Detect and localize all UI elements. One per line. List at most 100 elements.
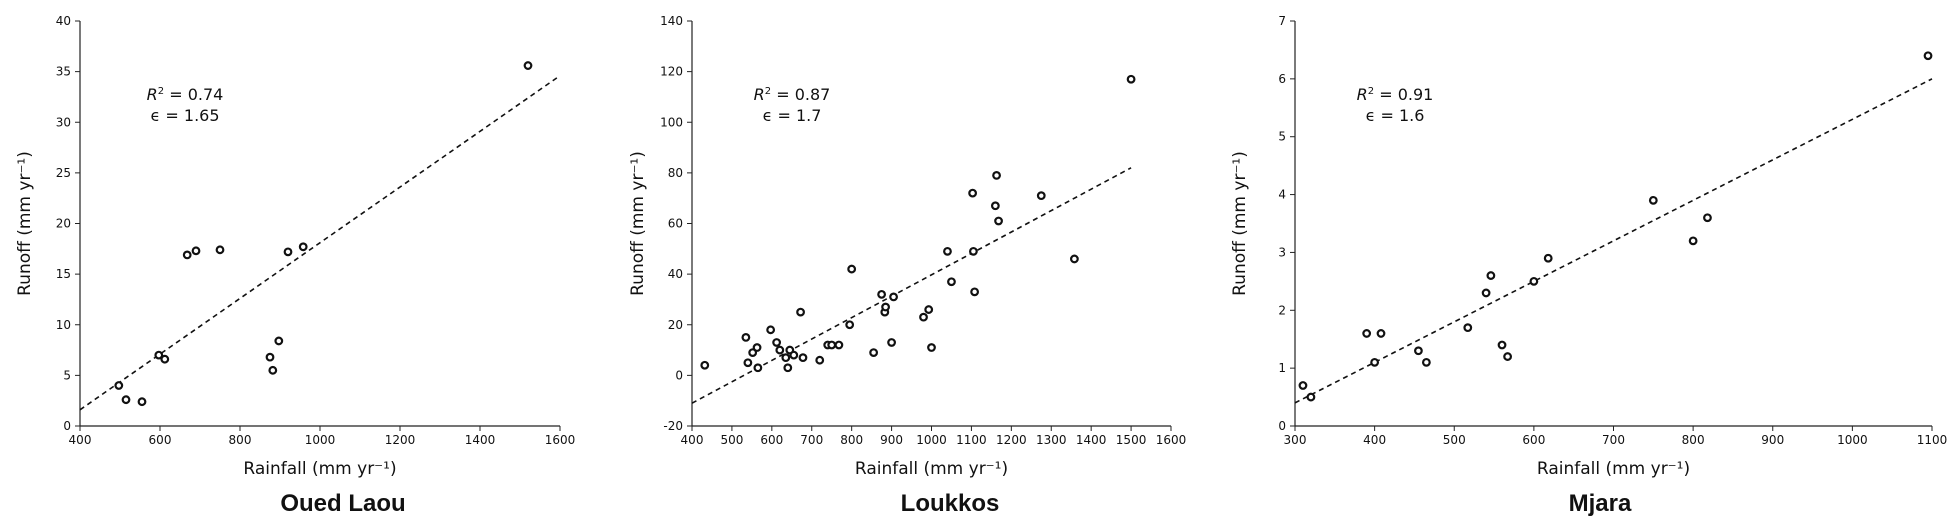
x-tick-label: 600 xyxy=(1522,433,1545,447)
x-tick-label: 1000 xyxy=(1837,433,1868,447)
y-tick-label: 4 xyxy=(1278,188,1286,202)
y-tick-label: 40 xyxy=(56,14,71,28)
epsilon-label: ϵ = 1.65 xyxy=(150,106,219,125)
y-tick-label: 20 xyxy=(56,217,71,231)
data-point xyxy=(265,352,275,362)
y-tick-label: 15 xyxy=(56,267,71,281)
x-tick-label: 1300 xyxy=(1036,433,1067,447)
y-tick-label: 80 xyxy=(668,166,683,180)
r-squared-label: R2 = 0.87 xyxy=(754,85,831,104)
x-tick-label: 500 xyxy=(720,433,743,447)
x-tick-label: 700 xyxy=(1602,433,1625,447)
x-tick-label: 800 xyxy=(840,433,863,447)
data-point xyxy=(881,302,890,312)
y-tick-label: 5 xyxy=(1278,130,1286,144)
data-point xyxy=(1703,213,1712,223)
data-point xyxy=(1362,329,1372,338)
x-tick-label: 600 xyxy=(760,433,783,447)
data-point xyxy=(182,250,192,260)
y-tick-label: 0 xyxy=(1278,419,1286,433)
data-point xyxy=(1370,357,1380,367)
x-tick-label: 400 xyxy=(1363,433,1386,447)
panel-mjara: 300 400 500 600 700 800 900 1000 1100 0 1 2 3 4 5 6 7 R2 … xyxy=(1230,14,1947,517)
data-point xyxy=(752,343,762,352)
data-point xyxy=(274,336,284,346)
data-point xyxy=(1481,288,1491,298)
data-point xyxy=(781,353,791,363)
x-tick-label: 1200 xyxy=(385,433,416,447)
data-point xyxy=(827,340,837,350)
x-tick-label: 1100 xyxy=(956,433,987,447)
x-tick-label: 900 xyxy=(880,433,903,447)
data-point xyxy=(114,381,124,390)
x-axis-title: Rainfall (mm yr⁻¹) xyxy=(243,459,396,479)
y-tick-label: 3 xyxy=(1278,245,1286,259)
data-point xyxy=(970,287,980,297)
data-point xyxy=(994,216,1003,226)
data-point xyxy=(766,325,776,335)
x-tick-label: 600 xyxy=(149,433,172,447)
data-point xyxy=(753,363,763,373)
trend-line xyxy=(79,75,561,411)
data-point xyxy=(924,305,934,314)
data-point xyxy=(1688,236,1698,246)
x-tick-label: 300 xyxy=(1284,433,1307,447)
x-tick-label: 900 xyxy=(1761,433,1784,447)
data-point xyxy=(877,289,887,299)
x-tick-label: 1600 xyxy=(545,433,576,447)
data-point xyxy=(283,247,293,257)
data-point xyxy=(798,353,808,363)
data-point xyxy=(927,343,936,352)
data-point xyxy=(869,348,879,357)
data-point xyxy=(268,365,278,375)
y-tick-label: 120 xyxy=(660,65,683,79)
data-point xyxy=(943,246,952,256)
data-point xyxy=(121,395,131,405)
data-point xyxy=(741,333,751,342)
data-point xyxy=(783,363,793,373)
r-squared-value: = 0.91 xyxy=(1374,85,1433,104)
y-tick-label: 5 xyxy=(63,368,71,382)
data-point xyxy=(137,397,147,407)
x-tick-label: 1000 xyxy=(305,433,336,447)
data-point xyxy=(523,61,533,70)
data-point xyxy=(1126,74,1136,84)
data-point xyxy=(1543,253,1553,263)
y-tick-label: 10 xyxy=(56,318,71,332)
x-tick-label: 1400 xyxy=(1076,433,1107,447)
panel-oued-laou: 400 600 800 1000 1200 1400 1600 0 5 10 15 20 25 30 35 4… xyxy=(15,14,575,517)
y-tick-label: 0 xyxy=(675,368,683,382)
x-tick-label: 500 xyxy=(1443,433,1466,447)
data-point xyxy=(191,246,201,256)
y-tick-label: 25 xyxy=(56,166,71,180)
data-point xyxy=(772,338,782,347)
x-tick-label: 400 xyxy=(681,433,704,447)
trend-line xyxy=(1294,78,1933,404)
x-tick-label: 1100 xyxy=(1917,433,1948,447)
data-point xyxy=(1306,392,1316,402)
data-point xyxy=(700,360,710,370)
x-tick-label: 1500 xyxy=(1116,433,1147,447)
y-tick-label: 6 xyxy=(1278,72,1286,86)
y-tick-label: 0 xyxy=(63,419,71,433)
x-tick-label: 400 xyxy=(69,433,92,447)
panel-title: Mjara xyxy=(1569,490,1632,517)
x-axis-title: Rainfall (mm yr⁻¹) xyxy=(855,459,1008,479)
data-point xyxy=(1376,329,1386,338)
data-point xyxy=(1414,346,1423,356)
y-tick-label: 1 xyxy=(1278,361,1286,375)
data-point xyxy=(990,201,1000,211)
x-tick-label: 800 xyxy=(1682,433,1705,447)
y-axis-title: Runoff (mm yr⁻¹) xyxy=(628,151,648,296)
r-squared-label: R2 = 0.74 xyxy=(147,85,224,104)
epsilon-label: ϵ = 1.6 xyxy=(1366,106,1425,125)
data-point xyxy=(889,292,898,302)
data-point xyxy=(298,242,308,252)
r-squared-value: = 0.87 xyxy=(771,85,830,104)
data-point xyxy=(1421,357,1431,367)
data-point xyxy=(160,354,170,364)
r-squared-label: R2 = 0.91 xyxy=(1357,85,1434,104)
data-point xyxy=(947,277,956,287)
data-point xyxy=(969,246,978,256)
